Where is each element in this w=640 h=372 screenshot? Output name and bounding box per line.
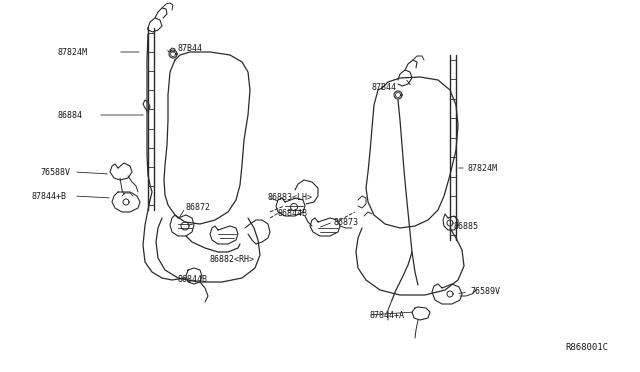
Text: 87844+B: 87844+B (32, 192, 67, 201)
Text: 86885: 86885 (454, 221, 479, 231)
Text: R868001C: R868001C (565, 343, 608, 353)
Text: 87824M: 87824M (468, 164, 498, 173)
Text: 86844B: 86844B (278, 208, 308, 218)
Text: 87B44: 87B44 (372, 83, 397, 92)
Text: 86882<RH>: 86882<RH> (210, 256, 255, 264)
Text: 87824M: 87824M (58, 48, 88, 57)
Text: 86873: 86873 (333, 218, 358, 227)
Text: 87B44: 87B44 (178, 44, 203, 52)
Text: 86872: 86872 (185, 203, 210, 212)
Text: 76588V: 76588V (40, 167, 70, 176)
Text: 87844+A: 87844+A (370, 311, 405, 320)
Text: 76589V: 76589V (470, 288, 500, 296)
Text: 86883<LH>: 86883<LH> (268, 192, 313, 202)
Text: 86844B: 86844B (178, 276, 208, 285)
Text: 86884: 86884 (58, 110, 83, 119)
